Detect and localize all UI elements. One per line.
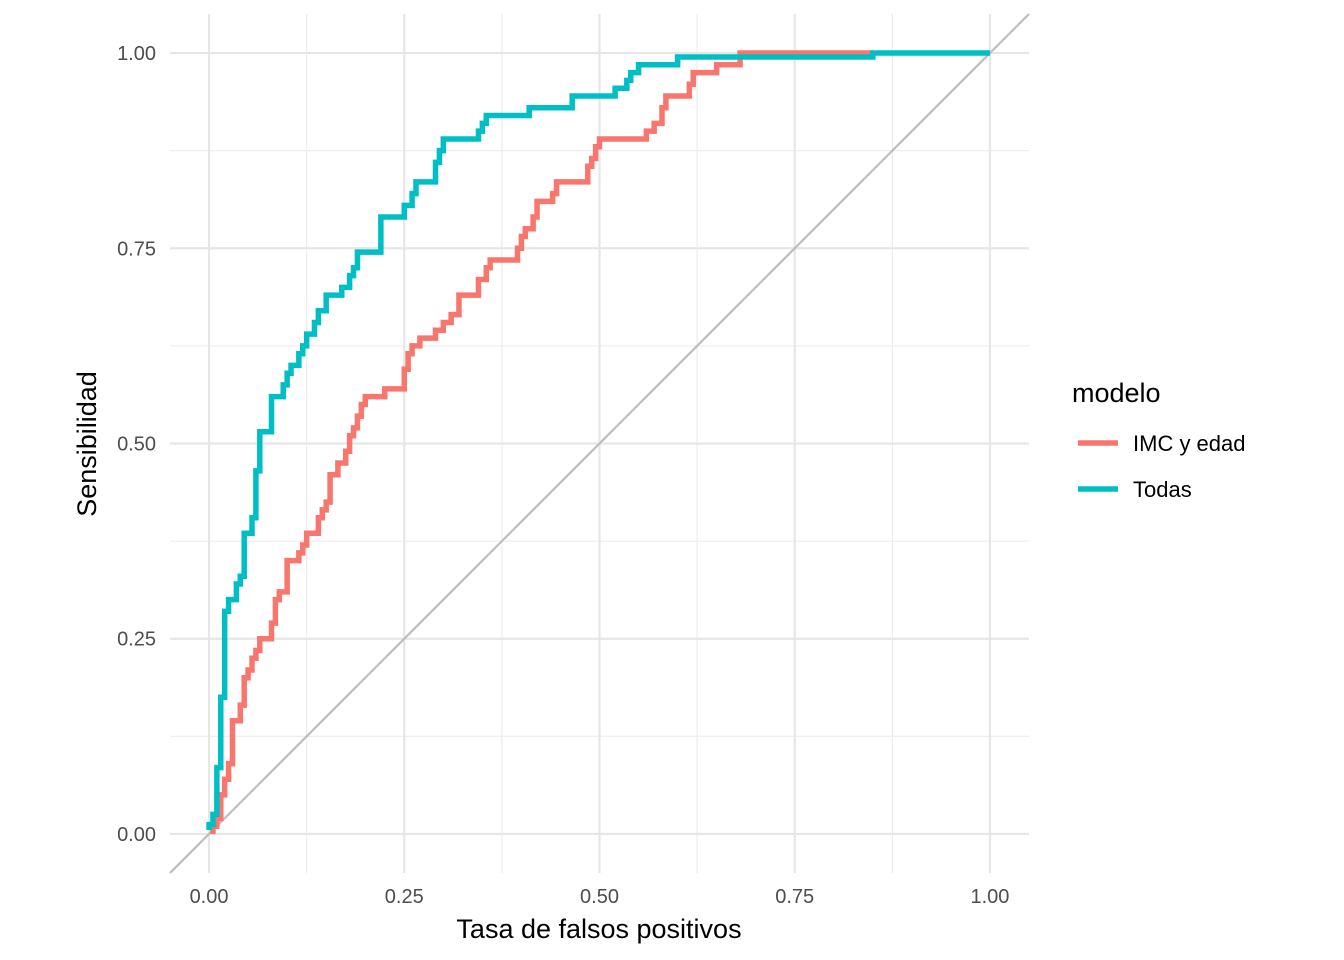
roc-curve-imc-y-edad	[210, 50, 873, 834]
legend-label-todas: Todas	[1133, 477, 1192, 502]
x-tick-label: 1.00	[970, 886, 1009, 908]
roc-curves	[206, 50, 990, 834]
legend-label-imc-y-edad: IMC y edad	[1133, 431, 1246, 456]
y-tick-label: 0.75	[117, 238, 156, 260]
grid-major-lines	[170, 14, 1029, 873]
legend-title: modelo	[1072, 378, 1161, 408]
x-axis-tick-labels: 0.00 0.25 0.50 0.75 1.00	[190, 886, 1010, 908]
x-tick-label: 0.25	[385, 886, 424, 908]
y-tick-label: 0.25	[117, 629, 156, 651]
diagonal-reference-line	[169, 13, 1030, 874]
x-axis-title: Tasa de falsos positivos	[456, 914, 741, 944]
roc-curve-todas	[206, 50, 990, 831]
y-axis-tick-labels: 0.00 0.25 0.50 0.75 1.00	[117, 43, 156, 846]
y-axis-title: Sensibilidad	[72, 371, 102, 517]
x-tick-label: 0.75	[775, 886, 814, 908]
x-tick-label: 0.50	[580, 886, 619, 908]
x-tick-label: 0.00	[190, 886, 229, 908]
legend: modelo IMC y edad Todas	[1072, 378, 1246, 502]
y-tick-label: 0.00	[117, 824, 156, 846]
y-tick-label: 0.50	[117, 434, 156, 456]
y-tick-label: 1.00	[117, 43, 156, 65]
